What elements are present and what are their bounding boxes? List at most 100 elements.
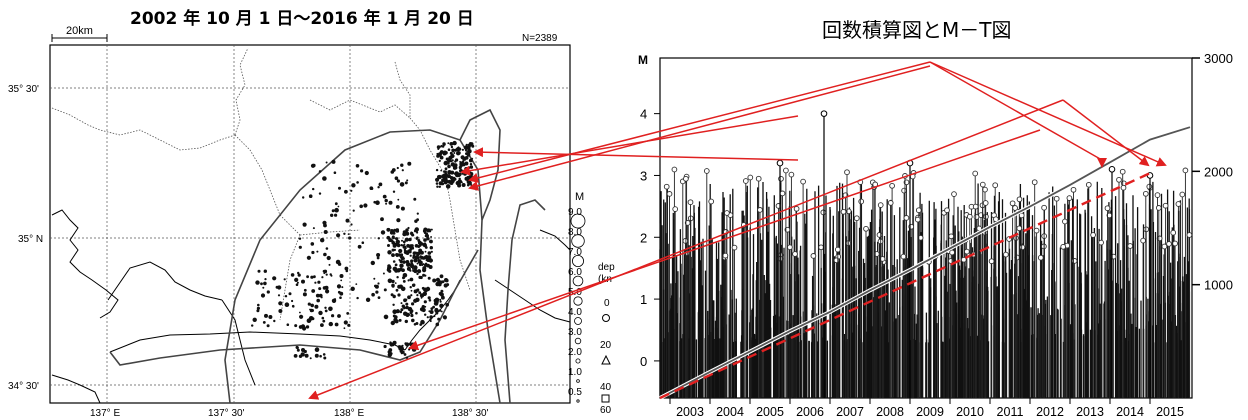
epicenter-dot [323, 230, 328, 234]
epicenter-dot [442, 315, 447, 320]
epicenter-dot [447, 142, 450, 145]
epicenter-dot [442, 142, 446, 146]
epicenter-dot [331, 314, 335, 318]
epicenter-dot [303, 349, 307, 354]
epicenter-dot [443, 160, 449, 166]
mt-bar-top [992, 182, 999, 189]
epicenter-dot [403, 353, 407, 356]
epicenter-dot [323, 252, 327, 257]
epicenter-map: 20km N=2389 35° 30' 35° N 34° 30' 137° E… [8, 25, 615, 419]
epicenter-dot [386, 235, 391, 240]
epicenter-dot [400, 244, 403, 247]
epicenter-dot [429, 315, 433, 319]
mag-legend-value: 3.0 [568, 327, 582, 338]
epicenter-dot [377, 282, 380, 285]
y-right-tick-label: 2000 [1204, 164, 1233, 179]
epicenter-dot [386, 228, 391, 232]
mt-bar-top [948, 233, 955, 240]
x-tick-label: 2015 [1156, 405, 1184, 419]
epicenter-dot [284, 295, 288, 298]
mt-bar-top [1041, 204, 1047, 211]
epicenter-dot [355, 283, 358, 285]
epicenter-dot [441, 178, 445, 182]
mag-legend-value: 4.0 [568, 307, 582, 318]
y-left-tick-label: 2 [640, 230, 647, 245]
epicenter-dot [416, 294, 419, 297]
epicenter-dot [467, 143, 472, 148]
epicenter-dot [452, 166, 457, 170]
epicenter-dot [403, 246, 407, 249]
epicenter-dot [445, 184, 451, 189]
epicenter-dot [438, 309, 442, 312]
mag-legend-value: 9.0 [568, 207, 582, 218]
epicenter-dot [395, 309, 400, 314]
epicenter-dot [310, 242, 315, 246]
epicenter-dot [318, 192, 322, 195]
mt-bar-top [1140, 237, 1146, 244]
mag-legend-circle [572, 254, 585, 267]
mt-bar-top [1070, 186, 1077, 193]
mt-bar-top [747, 174, 754, 181]
mt-bar-top [1154, 192, 1161, 198]
mt-bar-top [792, 251, 798, 257]
epicenter-dot [337, 262, 342, 266]
epicenter-dot [257, 269, 261, 273]
epicenter-dot [347, 233, 350, 236]
epicenter-dot [316, 298, 321, 303]
epicenter-dot [337, 314, 341, 318]
x-tick-label: 2010 [956, 405, 984, 419]
epicenter-dot [414, 228, 418, 232]
epicenter-dot [286, 323, 290, 327]
epicenter-dot [423, 242, 427, 245]
epicenter-dot [371, 292, 375, 297]
epicenter-dot [469, 163, 473, 166]
epicenter-dot [314, 353, 319, 358]
epicenter-dot [399, 310, 403, 314]
epicenter-dot [310, 163, 316, 168]
mt-bar-top [1090, 232, 1096, 238]
lon-label-138: 138° E [334, 408, 364, 419]
epicenter-dot [397, 293, 401, 297]
mt-bar-top [1009, 200, 1016, 207]
epicenter-dot [407, 306, 413, 312]
event-count-label: N=2389 [522, 33, 558, 44]
epicenter-dot [385, 202, 388, 205]
mag-legend-circle [574, 317, 582, 325]
mt-bar-top [1119, 168, 1126, 175]
trend-line-group [659, 170, 1155, 400]
mt-bar-top [1161, 243, 1168, 250]
epicenter-dot [298, 237, 302, 240]
mt-bar-top [1012, 205, 1018, 211]
epicenter-dot [373, 200, 377, 204]
mt-bar-top [853, 215, 860, 222]
mt-bar-top [672, 206, 679, 212]
epicenter-dot [390, 229, 395, 235]
mt-bar-top [1018, 212, 1025, 219]
y-right-tick-label: 3000 [1204, 51, 1233, 66]
epicenter-dot [387, 352, 392, 358]
mag-legend-circle [574, 337, 582, 345]
epicenter-dot [344, 266, 349, 271]
epicenter-dot [399, 267, 403, 272]
epicenter-dot [343, 232, 346, 235]
epicenter-dot [427, 255, 432, 260]
red-arrow [929, 61, 1107, 168]
epicenter-dot [413, 298, 418, 303]
highlight-point [820, 110, 828, 117]
epicenter-dot [417, 259, 420, 262]
epicenter-dot [320, 323, 324, 327]
epicenter-dot [444, 170, 447, 174]
epicenter-dot [435, 182, 439, 185]
map-graticule [50, 45, 570, 403]
map-scale [51, 34, 108, 42]
mt-bar-top [682, 238, 689, 244]
epicenter-dot [256, 309, 260, 313]
epicenter-dot [391, 168, 396, 172]
epicenter-dot [422, 229, 427, 233]
epicenter-dot [263, 281, 267, 286]
epicenter-dot [320, 296, 323, 299]
mt-bar-top [840, 208, 847, 215]
mt-bar-top [972, 203, 979, 210]
epicenter-dot [423, 293, 426, 296]
epicenter-dot [416, 231, 419, 234]
